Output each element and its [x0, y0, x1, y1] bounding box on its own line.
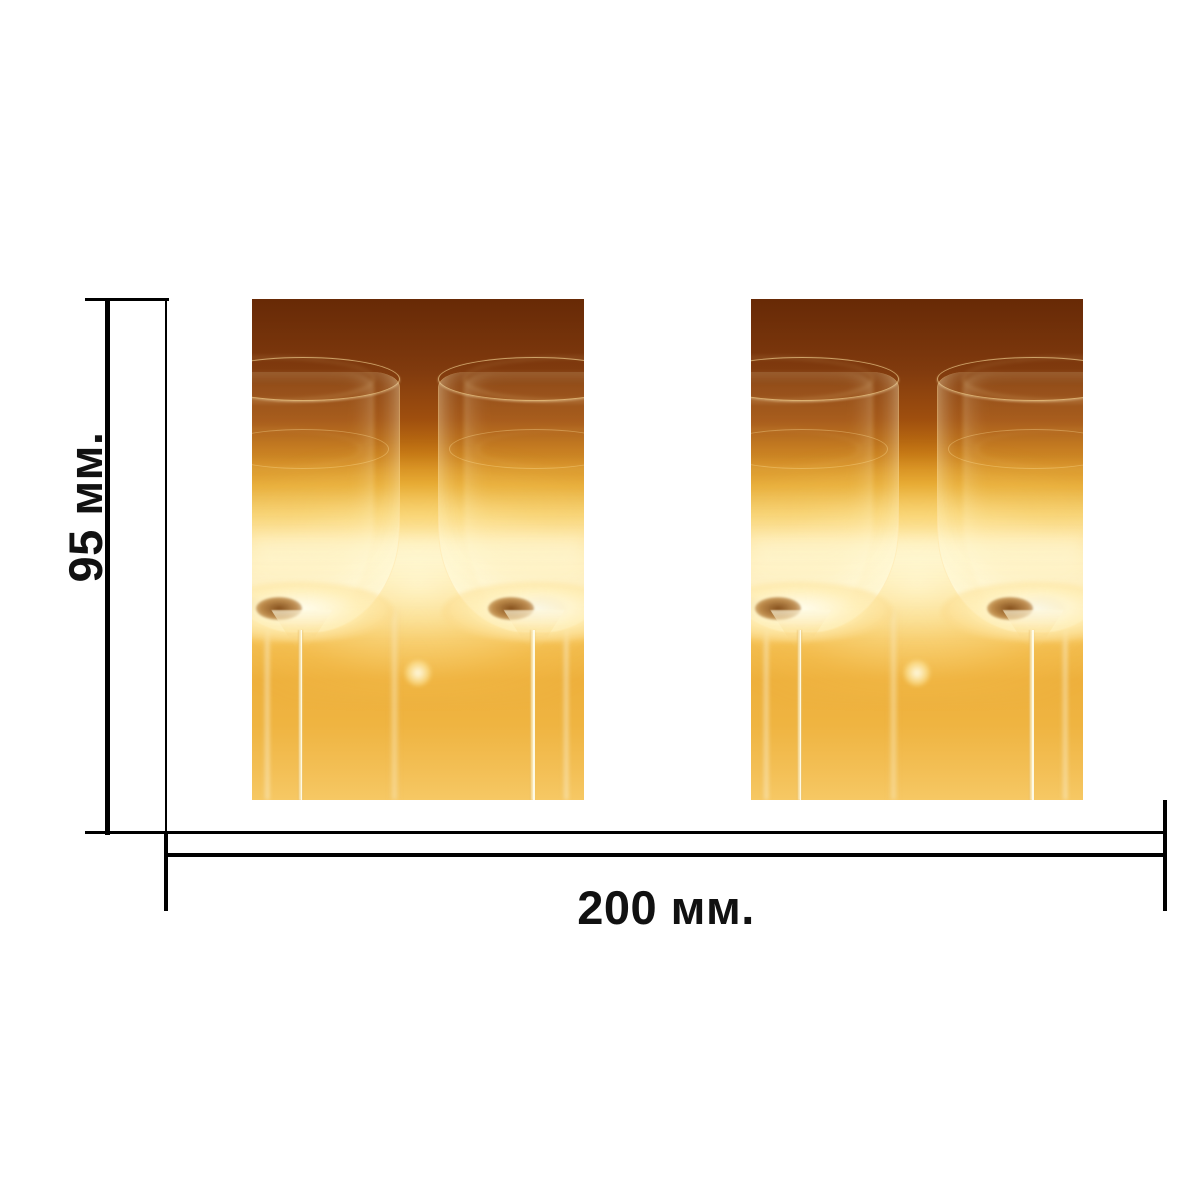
wine-glass-back-left [252, 299, 401, 800]
wine-glass-back-right [437, 299, 584, 800]
glass-inner-line [948, 429, 1083, 469]
glass-stem-highlight [267, 629, 269, 800]
wine-glasses-photo-left [252, 299, 584, 800]
width-dimension-tick-right [1163, 800, 1167, 911]
glass-stem-highlight [533, 629, 535, 800]
width-dimension-line [166, 853, 1166, 857]
glass-stem [264, 629, 270, 800]
glass-stem [297, 629, 303, 800]
height-dimension-tick-top [85, 298, 169, 301]
width-dimension-tick-left [164, 831, 168, 911]
background-stem [391, 609, 399, 800]
bokeh-highlight [404, 659, 431, 686]
glass-inner-line [751, 429, 888, 469]
height-extension-line [165, 298, 167, 835]
glass-stem-highlight [799, 629, 802, 800]
glass-stem-highlight [1065, 629, 1067, 800]
wine-glass-back-left [751, 299, 900, 800]
glass-inner-line [252, 429, 389, 469]
bokeh-highlight [903, 659, 930, 686]
wine-glasses-photo-right [751, 299, 1083, 800]
height-dimension-tick-bottom [85, 831, 190, 834]
glass-inner-line [449, 429, 584, 469]
width-label: 200 мм. [577, 881, 755, 934]
glass-stem-highlight [300, 629, 303, 800]
glass-stem [1062, 629, 1068, 800]
background-stem [890, 609, 898, 800]
glass-stem-highlight [1032, 629, 1034, 800]
height-label: 95 мм. [58, 431, 112, 583]
glass-stem [1029, 629, 1035, 800]
glass-stem-highlight [566, 629, 568, 800]
glass-stem [563, 629, 569, 800]
glass-stem [530, 629, 536, 800]
glass-stem [763, 629, 769, 800]
wine-glass-back-right [936, 299, 1083, 800]
width-dimension-rule-upper [166, 831, 1166, 834]
glass-stem-highlight [766, 629, 768, 800]
height-dimension-line [105, 298, 110, 835]
glass-stem [796, 629, 802, 800]
